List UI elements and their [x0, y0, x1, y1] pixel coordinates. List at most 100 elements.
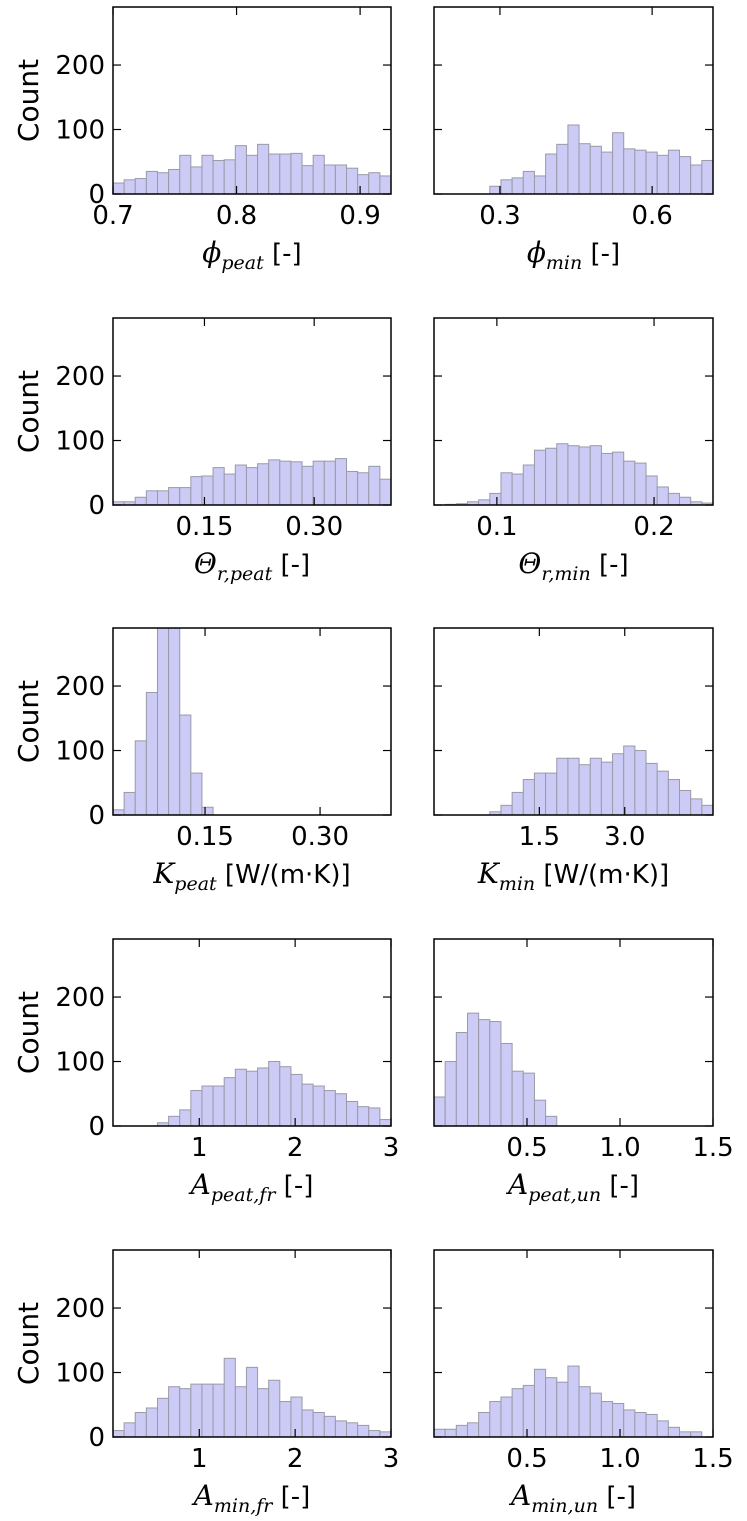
bar [634, 1411, 647, 1437]
bar [268, 153, 281, 194]
y-tick-label: 0 [88, 1112, 105, 1142]
x-label-subscript: min,un [531, 1495, 598, 1517]
bar [368, 1107, 381, 1126]
bar [634, 149, 647, 194]
x-label-subscript: peat [221, 252, 264, 274]
x-label-unit: [-] [272, 1482, 310, 1512]
x-tick-label: 0.30 [285, 512, 343, 542]
bar [533, 175, 547, 194]
x-tick-label: 0.5 [506, 1133, 547, 1163]
bar [212, 467, 225, 505]
bar [379, 1119, 391, 1126]
bar [522, 170, 535, 194]
bar [667, 1426, 681, 1437]
bar [589, 145, 602, 194]
bar [168, 1115, 181, 1126]
bar [134, 1411, 147, 1437]
bar [123, 791, 136, 815]
bar [466, 1422, 480, 1437]
bar [679, 789, 692, 815]
bar [679, 156, 692, 194]
y-tick-label: 100 [55, 116, 105, 146]
bar [612, 451, 625, 505]
bar [290, 461, 303, 505]
bar [168, 1386, 181, 1437]
bar [346, 470, 359, 505]
x-tick-label: 0.5 [506, 1444, 547, 1474]
axes-frame [112, 938, 392, 1127]
bar [612, 132, 625, 194]
x-label-subscript: min [546, 252, 582, 274]
bar [567, 445, 580, 505]
bar [201, 1085, 214, 1126]
bar [145, 691, 158, 815]
x-tick-label: 1.5 [692, 1133, 733, 1163]
x-label-unit: [-] [591, 550, 629, 580]
x-tick-label: 1.5 [692, 1444, 733, 1474]
bar [179, 714, 192, 815]
bar [612, 753, 625, 815]
bar [212, 1383, 225, 1437]
bar [679, 496, 692, 505]
bars [113, 1357, 391, 1437]
bar [368, 172, 381, 194]
x-label-unit: [-] [598, 1482, 636, 1512]
bar [656, 154, 669, 194]
bar [600, 761, 614, 815]
bar [346, 1422, 359, 1437]
y-axis-label: Count [12, 680, 45, 763]
bar [645, 1413, 658, 1437]
bar [190, 166, 203, 194]
y-tick-label: 0 [88, 491, 105, 521]
bar [545, 772, 558, 815]
bar [234, 464, 247, 505]
bar [368, 1430, 381, 1437]
bar [690, 798, 703, 815]
bars [444, 443, 713, 505]
axes-frame [112, 1249, 392, 1438]
x-axis-label: Θr,peat [-] [194, 547, 310, 585]
bar [667, 492, 681, 505]
bar [368, 465, 381, 505]
bar [312, 154, 325, 194]
x-label-subscript: r,min [541, 563, 590, 585]
x-tick-label: 0.2 [633, 512, 674, 542]
bar [545, 1115, 558, 1126]
x-label-unit: [-] [582, 239, 620, 269]
x-label-subscript: r,peat [217, 563, 273, 585]
bar [245, 467, 259, 505]
bar [578, 1386, 591, 1437]
bar [212, 1085, 225, 1126]
bar [323, 164, 336, 194]
x-tick-label: 3 [383, 1133, 400, 1163]
bar [578, 446, 591, 505]
x-axis-label: ϕmin [-] [527, 236, 620, 274]
x-label-symbol: ϕ [202, 236, 221, 269]
x-label-subscript: peat,fr [211, 1184, 277, 1206]
x-tick-label: 0.15 [176, 512, 234, 542]
bar [268, 1061, 281, 1126]
bar [690, 1431, 703, 1437]
x-label-unit: [-] [601, 1171, 639, 1201]
x-tick-label: 2 [287, 1133, 304, 1163]
y-tick-label: 200 [55, 1294, 105, 1324]
x-label-unit: [-] [272, 550, 310, 580]
x-axis-label: Θr,min [-] [518, 547, 628, 585]
bar [201, 1383, 214, 1437]
bar [234, 1386, 247, 1437]
bar [656, 1420, 669, 1437]
y-axis-label: Count [12, 991, 45, 1074]
bar [511, 1070, 524, 1126]
x-tick-label: 0.15 [176, 822, 234, 852]
x-tick-label: 1.0 [599, 1133, 640, 1163]
bar [556, 143, 569, 194]
bar [257, 463, 270, 505]
bar [290, 1073, 303, 1126]
bar [346, 167, 359, 194]
bar [123, 179, 136, 194]
x-label-unit: [-] [275, 1171, 313, 1201]
bar [190, 476, 203, 505]
bar [268, 1379, 281, 1437]
bar [444, 1061, 457, 1126]
bar [279, 1401, 292, 1437]
